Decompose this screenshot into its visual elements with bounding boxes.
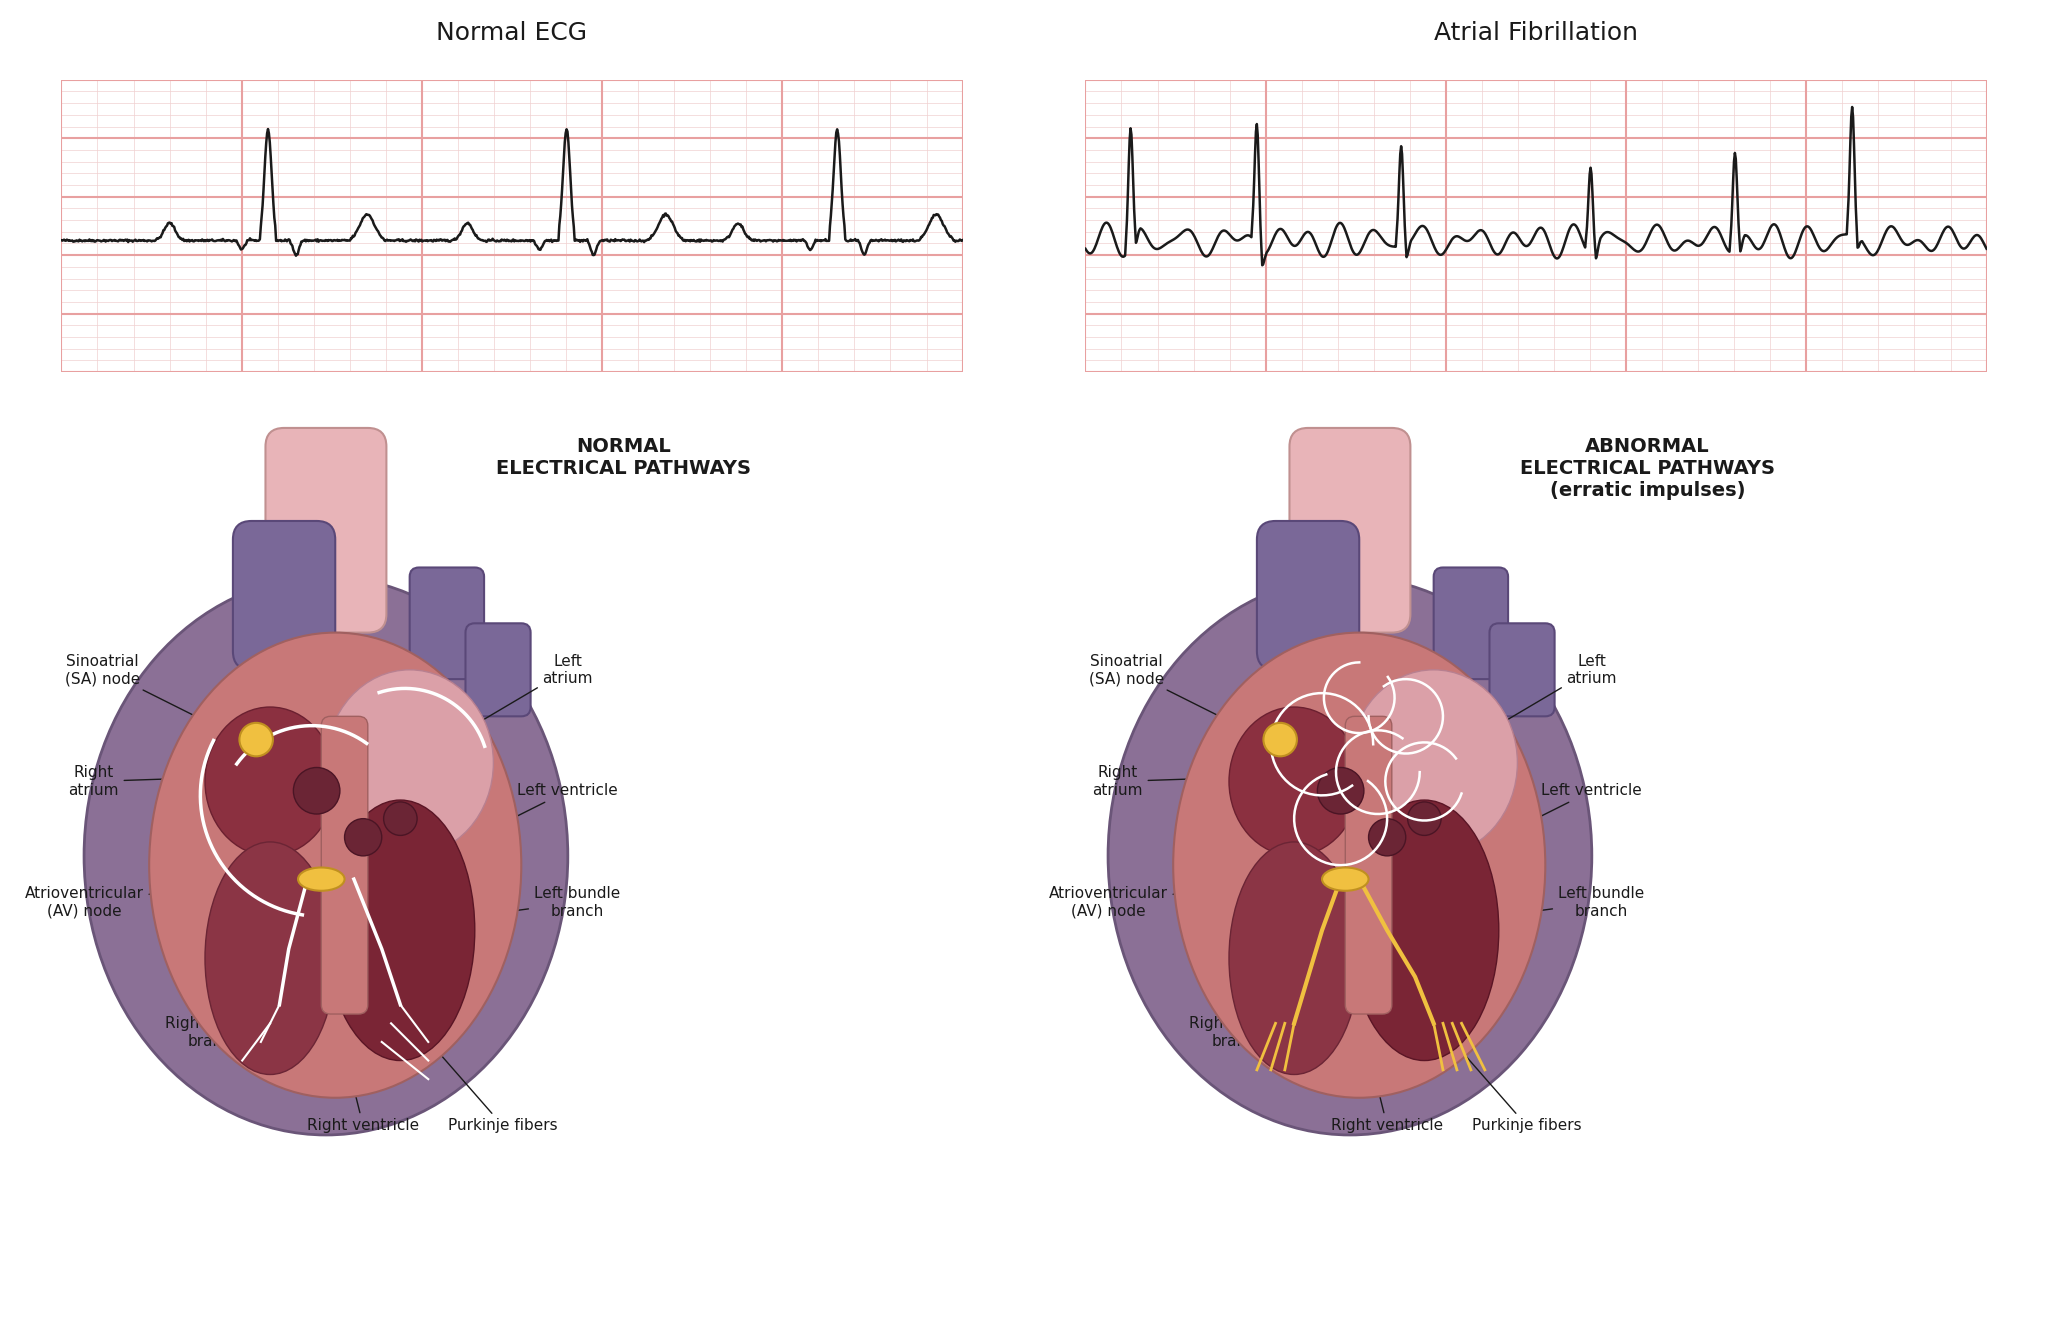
Text: Left bundle
branch: Left bundle branch [440,886,621,921]
Circle shape [1317,767,1364,813]
Text: Right ventricle: Right ventricle [307,1054,420,1134]
Text: Left
atrium: Left atrium [467,654,594,728]
Circle shape [240,723,272,756]
Ellipse shape [1174,633,1546,1098]
Text: Right ventricle: Right ventricle [1331,1054,1444,1134]
Text: Sinoatrial
(SA) node: Sinoatrial (SA) node [66,654,221,730]
Ellipse shape [1229,707,1360,856]
Text: Atrial Fibrillation: Atrial Fibrillation [1434,21,1638,45]
Ellipse shape [205,843,336,1074]
FancyBboxPatch shape [1257,521,1360,670]
FancyBboxPatch shape [1434,567,1507,679]
FancyBboxPatch shape [465,623,530,716]
Text: Right
atrium: Right atrium [1092,766,1253,797]
Text: Left
atrium: Left atrium [1491,654,1618,728]
Circle shape [1368,819,1405,856]
Text: Purkinje fibers: Purkinje fibers [1464,1054,1581,1134]
Ellipse shape [1350,670,1518,856]
Text: Right
atrium: Right atrium [68,766,229,797]
Text: Left ventricle: Left ventricle [1483,783,1642,845]
Ellipse shape [326,670,494,856]
Text: Right bundle
branch: Right bundle branch [166,965,291,1049]
Text: Right bundle
branch: Right bundle branch [1190,965,1315,1049]
FancyBboxPatch shape [266,428,387,633]
Ellipse shape [1323,868,1368,890]
Circle shape [344,819,381,856]
FancyBboxPatch shape [1346,716,1393,1014]
Ellipse shape [326,800,475,1061]
Circle shape [1407,801,1442,836]
Ellipse shape [1350,800,1499,1061]
FancyBboxPatch shape [233,521,336,670]
Text: Normal ECG: Normal ECG [436,21,588,45]
Ellipse shape [84,577,567,1135]
Text: NORMAL
ELECTRICAL PATHWAYS: NORMAL ELECTRICAL PATHWAYS [496,437,752,478]
Ellipse shape [150,633,522,1098]
FancyBboxPatch shape [1489,623,1554,716]
Ellipse shape [205,707,336,856]
FancyBboxPatch shape [1290,428,1411,633]
FancyBboxPatch shape [410,567,483,679]
Ellipse shape [1229,843,1360,1074]
Text: Left bundle
branch: Left bundle branch [1464,886,1645,921]
Text: Sinoatrial
(SA) node: Sinoatrial (SA) node [1090,654,1245,730]
Text: Atrioventricular
(AV) node: Atrioventricular (AV) node [25,880,268,918]
Circle shape [293,767,340,813]
Text: Purkinje fibers: Purkinje fibers [440,1054,557,1134]
Circle shape [383,801,418,836]
Text: Left ventricle: Left ventricle [459,783,618,845]
Ellipse shape [299,868,344,890]
Text: ABNORMAL
ELECTRICAL PATHWAYS
(erratic impulses): ABNORMAL ELECTRICAL PATHWAYS (erratic im… [1520,437,1776,500]
FancyBboxPatch shape [322,716,369,1014]
Text: Atrioventricular
(AV) node: Atrioventricular (AV) node [1049,880,1292,918]
Circle shape [1264,723,1296,756]
Ellipse shape [1108,577,1591,1135]
